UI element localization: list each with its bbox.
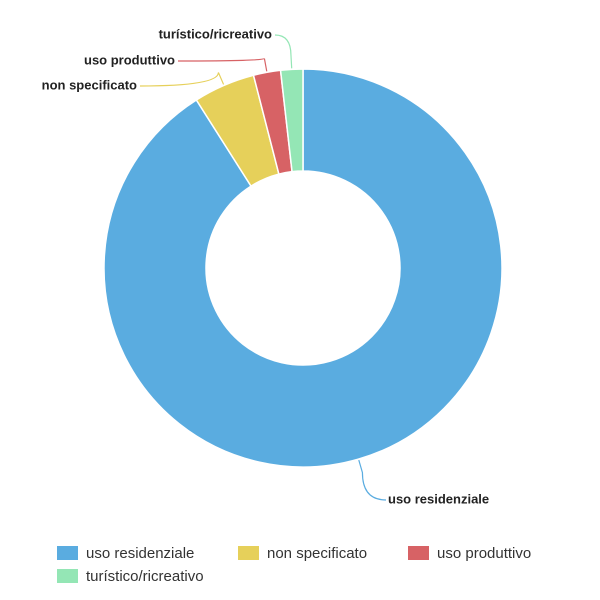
legend-swatch-uso-residenziale xyxy=(57,546,78,560)
slices-group xyxy=(103,68,503,468)
slice-label-non-specificato: non specificato xyxy=(42,77,137,92)
slice-label-uso-produttivo: uso produttivo xyxy=(84,52,175,67)
connectors-group xyxy=(139,34,387,501)
connector-uso-residenziale xyxy=(358,459,387,501)
legend-label-uso-residenziale: uso residenziale xyxy=(86,545,194,562)
legend-item-uso-produttivo[interactable]: uso produttivo xyxy=(408,545,531,562)
legend-label-non-specificato: non specificato xyxy=(267,545,367,562)
legend-label-uso-produttivo: uso produttivo xyxy=(437,545,531,562)
slice-label-turistico-ricreativo: turístico/ricreativo xyxy=(159,26,272,41)
connector-uso-produttivo xyxy=(177,57,268,72)
slice-label-uso-residenziale: uso residenziale xyxy=(388,491,489,506)
slice-turistico-ricreativo[interactable] xyxy=(279,68,304,173)
labels-group: uso residenziale non specificato uso produ… xyxy=(42,26,490,506)
connector-non-specificato xyxy=(139,72,225,87)
legend-item-turistico-ricreativo[interactable]: turístico/ricreativo xyxy=(57,568,204,585)
legend-item-uso-residenziale[interactable]: uso residenziale xyxy=(57,545,194,562)
legend-swatch-turistico-ricreativo xyxy=(57,569,78,583)
legend-swatch-uso-produttivo xyxy=(408,546,429,560)
legend-item-non-specificato[interactable]: non specificato xyxy=(238,545,367,562)
connector-turistico-ricreativo xyxy=(274,34,293,69)
legend: uso residenziale non specificato uso produ… xyxy=(57,545,531,585)
slice-uso-residenziale[interactable] xyxy=(103,68,503,468)
legend-swatch-non-specificato xyxy=(238,546,259,560)
legend-label-turistico-ricreativo: turístico/ricreativo xyxy=(86,568,204,585)
